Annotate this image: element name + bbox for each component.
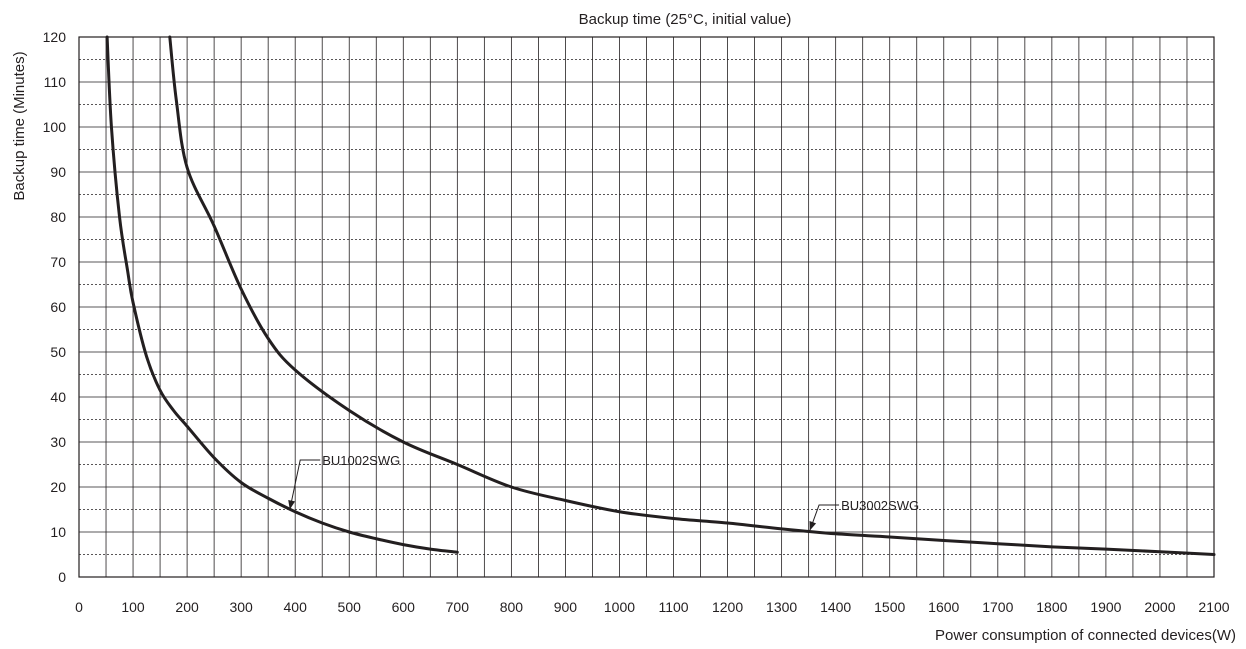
series-label-bu1002swg: BU1002SWG	[322, 453, 400, 468]
y-tick-label: 10	[50, 524, 66, 540]
series-label-bu3002swg: BU3002SWG	[841, 498, 919, 513]
y-tick-label: 120	[43, 29, 67, 45]
x-tick-label: 1700	[982, 599, 1013, 615]
y-tick-label: 60	[50, 299, 66, 315]
x-tick-label: 1600	[928, 599, 959, 615]
y-axis-title: Backup time (Minutes)	[11, 51, 28, 200]
y-tick-label: 20	[50, 479, 66, 495]
x-axis-title: Power consumption of connected devices(W…	[935, 627, 1236, 644]
annotation-layer: BU1002SWG BU3002SWG	[288, 453, 919, 531]
x-tick-label: 1100	[658, 599, 688, 615]
annotation-arrowhead	[288, 499, 296, 510]
x-tick-label: 1300	[766, 599, 797, 615]
y-tick-label: 40	[50, 389, 66, 405]
y-tick-label: 30	[50, 434, 66, 450]
chart-title: Backup time (25°C, initial value)	[579, 11, 792, 28]
x-tick-label: 800	[500, 599, 524, 615]
x-tick-label: 200	[175, 599, 199, 615]
grid-layer	[79, 37, 1214, 577]
x-tick-label: 500	[338, 599, 362, 615]
x-tick-label: 0	[75, 599, 83, 615]
y-tick-label: 90	[50, 164, 66, 180]
series-line-bu1002swg	[105, 35, 459, 554]
plot-frame	[78, 36, 1215, 578]
x-tick-label: 700	[446, 599, 470, 615]
x-tick-label: 600	[392, 599, 416, 615]
x-tick-label: 300	[229, 599, 253, 615]
y-tick-label: 70	[50, 254, 66, 270]
x-tick-label: 2100	[1198, 599, 1229, 615]
tick-label-layer: 0 100 200 300 400 500 600 700 800 900 1000 1100 1200…	[43, 29, 1230, 615]
x-tick-label: 1000	[604, 599, 635, 615]
x-tick-label: 100	[121, 599, 145, 615]
x-tick-label: 1400	[820, 599, 851, 615]
x-tick-label: 1200	[712, 599, 743, 615]
annotation-leader	[289, 459, 321, 510]
series-layer	[105, 35, 1216, 556]
y-tick-label: 100	[43, 119, 67, 135]
y-tick-label: 110	[44, 74, 67, 90]
y-tick-label: 80	[50, 209, 66, 225]
x-tick-label: 400	[284, 599, 308, 615]
x-tick-label: 2000	[1144, 599, 1175, 615]
annotation-leader	[809, 504, 840, 531]
annotation-arrowhead	[809, 520, 817, 531]
series-line-bu3002swg	[168, 35, 1216, 556]
y-tick-label: 50	[50, 344, 66, 360]
annotation-bu3002swg: BU3002SWG	[809, 498, 919, 531]
x-tick-label: 1900	[1090, 599, 1121, 615]
x-tick-label: 1800	[1036, 599, 1067, 615]
x-tick-label: 900	[554, 599, 578, 615]
annotation-bu1002swg: BU1002SWG	[288, 453, 400, 510]
x-tick-label: 1500	[874, 599, 905, 615]
y-tick-label: 0	[58, 569, 66, 585]
